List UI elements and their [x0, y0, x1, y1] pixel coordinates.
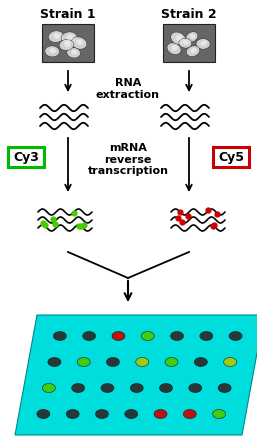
Text: Cy3: Cy3: [13, 151, 39, 163]
Ellipse shape: [95, 409, 108, 419]
Ellipse shape: [183, 40, 189, 45]
Ellipse shape: [171, 45, 178, 51]
Text: RNA
extraction: RNA extraction: [96, 78, 160, 99]
Ellipse shape: [72, 384, 85, 392]
Ellipse shape: [218, 384, 231, 392]
Ellipse shape: [71, 50, 77, 55]
Ellipse shape: [171, 332, 183, 341]
Ellipse shape: [179, 38, 192, 48]
Text: Strain 1: Strain 1: [40, 8, 96, 21]
Ellipse shape: [183, 409, 196, 419]
Ellipse shape: [53, 332, 66, 341]
Ellipse shape: [224, 357, 237, 366]
Bar: [42, 24, 94, 62]
Ellipse shape: [189, 384, 202, 392]
Bar: [163, 24, 215, 62]
Ellipse shape: [83, 332, 96, 341]
Ellipse shape: [165, 357, 178, 366]
Ellipse shape: [160, 384, 172, 392]
Ellipse shape: [130, 384, 143, 392]
Ellipse shape: [37, 409, 50, 419]
Ellipse shape: [167, 43, 181, 55]
Ellipse shape: [176, 35, 182, 40]
Ellipse shape: [67, 34, 74, 40]
Ellipse shape: [190, 34, 195, 39]
Text: Strain 2: Strain 2: [161, 8, 217, 21]
FancyBboxPatch shape: [213, 147, 249, 167]
Ellipse shape: [201, 40, 207, 46]
Ellipse shape: [141, 332, 154, 341]
Ellipse shape: [77, 357, 90, 366]
Ellipse shape: [61, 32, 77, 44]
Text: mRNA
reverse
transcription: mRNA reverse transcription: [87, 143, 169, 176]
Ellipse shape: [229, 332, 242, 341]
Ellipse shape: [42, 384, 56, 392]
Text: Cy5: Cy5: [218, 151, 244, 163]
Ellipse shape: [186, 32, 198, 42]
Ellipse shape: [106, 357, 120, 366]
Ellipse shape: [48, 31, 64, 43]
Ellipse shape: [194, 357, 207, 366]
Ellipse shape: [66, 409, 79, 419]
Ellipse shape: [191, 48, 197, 53]
Ellipse shape: [45, 46, 59, 57]
Ellipse shape: [112, 332, 125, 341]
FancyBboxPatch shape: [8, 147, 44, 167]
Ellipse shape: [101, 384, 114, 392]
Ellipse shape: [64, 41, 70, 47]
Ellipse shape: [200, 332, 213, 341]
Ellipse shape: [50, 48, 56, 53]
Ellipse shape: [196, 39, 210, 49]
Ellipse shape: [48, 357, 61, 366]
Ellipse shape: [171, 32, 186, 45]
Ellipse shape: [71, 37, 87, 49]
Ellipse shape: [213, 409, 226, 419]
Ellipse shape: [76, 40, 83, 45]
Ellipse shape: [67, 48, 80, 58]
Ellipse shape: [186, 46, 200, 56]
Polygon shape: [15, 315, 257, 435]
Ellipse shape: [154, 409, 167, 419]
Ellipse shape: [125, 409, 138, 419]
Ellipse shape: [59, 40, 74, 51]
Ellipse shape: [136, 357, 149, 366]
Ellipse shape: [53, 33, 60, 39]
